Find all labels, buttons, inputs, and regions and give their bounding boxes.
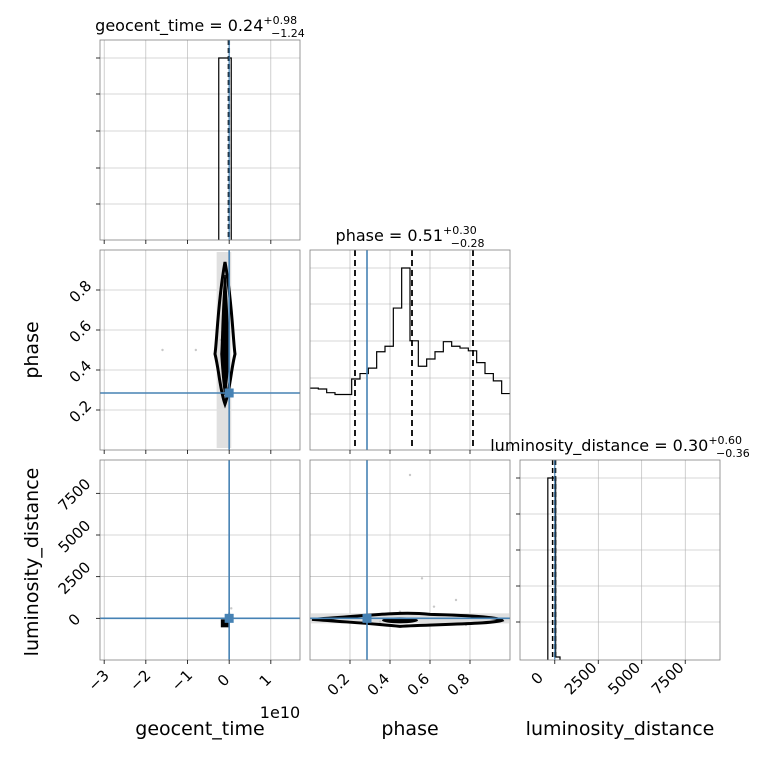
y-tick-label: 0.4 (66, 357, 96, 387)
y-tick-label: 0.8 (66, 277, 96, 307)
x-tick-label: 1 (256, 671, 275, 690)
panel-frame (519, 459, 721, 661)
y-tick-label: 5000 (55, 517, 95, 557)
x-tick-label: 2500 (561, 659, 601, 699)
truth-marker (362, 613, 372, 623)
x-tick-label: 0.8 (444, 670, 474, 700)
panel-scatter-geocent_time-phase (96, 249, 301, 454)
sample-point (432, 605, 436, 608)
x-tick-label: 7500 (648, 659, 688, 699)
y-tick-label: 2500 (55, 558, 95, 598)
panel-title-phase: phase = 0.51+0.30 −0.28 (336, 224, 485, 250)
y-axis-label-luminosity_distance: luminosity_distance (21, 468, 43, 657)
sample-point (408, 473, 412, 477)
panel-title-luminosity_distance: luminosity_distance = 0.30+0.60 −0.36 (490, 434, 750, 460)
truth-marker (224, 613, 234, 623)
y-tick-label: 0.6 (66, 317, 96, 347)
panel-hist-luminosity_distance: luminosity_distance = 0.30+0.60 −0.36 (490, 434, 750, 664)
x-tick-label: 0.6 (404, 670, 434, 700)
x-tick-label: 0.4 (364, 670, 394, 700)
panel-frame (99, 249, 301, 451)
x-axis-label-phase: phase (381, 718, 438, 740)
x-tick-label: 0 (528, 669, 547, 688)
x-tick-label: −2 (126, 666, 154, 694)
x-tick-label: 0.2 (324, 670, 354, 700)
x-tick-label: −3 (84, 666, 112, 694)
panel-frame (99, 39, 301, 241)
histogram-step (218, 57, 232, 240)
panel-title-geocent_time: geocent_time = 0.24+0.98 −1.24 (95, 14, 305, 40)
panel-frame (309, 249, 511, 451)
sample-point (194, 348, 198, 352)
panel-hist-geocent_time: geocent_time = 0.24+0.98 −1.24 (95, 14, 305, 244)
x-tick-label: 0 (214, 671, 233, 690)
x-axis-label-luminosity_distance: luminosity_distance (526, 718, 715, 740)
y-tick-label: 0.2 (66, 397, 96, 427)
contour-blob (220, 619, 230, 628)
x-tick-label: 5000 (604, 659, 644, 699)
contour-outer (213, 261, 237, 409)
y-axis-label-phase: phase (21, 321, 43, 378)
histogram-step (310, 267, 510, 396)
panel-scatter-geocent_time-luminosity_distance (96, 459, 301, 664)
panel-scatter-phase-luminosity_distance (309, 459, 511, 664)
sample-point (161, 348, 164, 352)
x-axis-offset-label: 1e10 (260, 703, 300, 722)
panel-hist-phase: phase = 0.51+0.30 −0.28 (309, 224, 511, 454)
sample-point (230, 607, 233, 610)
y-tick-label: 7500 (55, 475, 95, 515)
contour-outer (311, 611, 505, 628)
panel-frame (309, 459, 511, 661)
x-tick-label: −1 (168, 666, 196, 694)
y-tick-label: 0 (65, 610, 84, 629)
sample-point (378, 620, 382, 623)
x-axis-label-geocent_time: geocent_time (135, 718, 264, 740)
panel-frame (99, 459, 301, 661)
sample-point (420, 577, 424, 580)
truth-marker (224, 388, 234, 398)
sample-point (454, 598, 458, 602)
